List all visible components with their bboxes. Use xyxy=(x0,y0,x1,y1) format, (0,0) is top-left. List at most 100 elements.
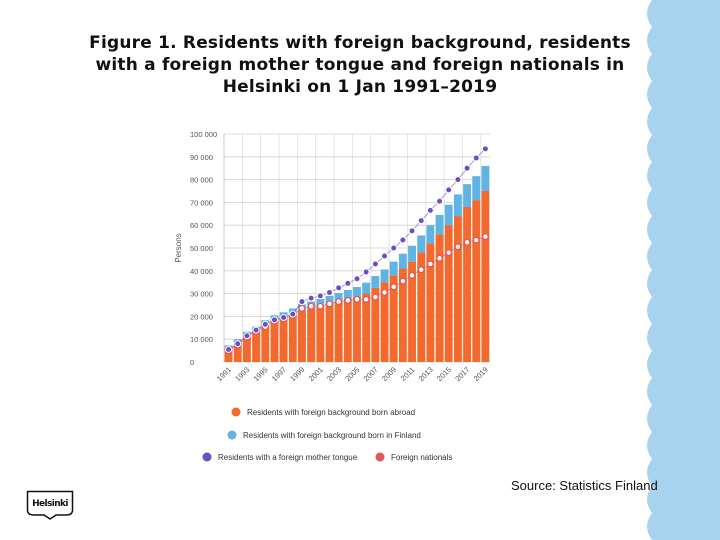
bar-born-abroad xyxy=(362,293,371,362)
point-mother-tongue xyxy=(408,227,416,235)
legend-label: Residents with foreign background born i… xyxy=(243,431,421,440)
title-line-2: with a foreign mother tongue and foreign… xyxy=(95,55,625,75)
point-mother-tongue xyxy=(234,340,242,348)
bar-born-in-finland xyxy=(334,292,343,302)
bar-born-in-finland xyxy=(472,176,481,201)
point-foreign-nationals xyxy=(454,243,462,251)
bar-born-abroad xyxy=(334,301,343,362)
bar-born-abroad xyxy=(417,252,426,362)
bar-born-abroad xyxy=(325,303,334,362)
point-mother-tongue xyxy=(280,314,288,322)
bar-born-abroad xyxy=(288,314,297,362)
point-mother-tongue xyxy=(344,279,352,287)
point-foreign-nationals xyxy=(472,236,480,244)
y-tick-label: 10 000 xyxy=(190,335,213,344)
point-mother-tongue xyxy=(307,294,315,302)
x-tick-label: 1999 xyxy=(288,365,306,383)
point-mother-tongue xyxy=(381,252,389,260)
point-foreign-nationals xyxy=(344,297,352,304)
bar-born-abroad xyxy=(252,330,261,362)
bar-born-in-finland xyxy=(426,225,435,244)
bar-born-in-finland xyxy=(453,194,462,217)
bar-born-abroad xyxy=(463,206,472,362)
bar-born-abroad xyxy=(261,324,270,362)
bar-born-abroad xyxy=(279,317,288,362)
point-mother-tongue xyxy=(353,275,361,283)
y-tick-label: 40 000 xyxy=(190,267,213,276)
bar-born-abroad xyxy=(316,306,325,362)
bar-born-abroad xyxy=(270,319,279,362)
x-tick-label: 2009 xyxy=(380,365,398,383)
point-mother-tongue xyxy=(436,197,444,205)
point-mother-tongue xyxy=(390,244,398,252)
point-foreign-nationals xyxy=(445,249,453,256)
bar-born-abroad xyxy=(298,310,306,362)
legend-label: Foreign nationals xyxy=(391,453,452,462)
y-tick-label: 100 000 xyxy=(190,130,217,139)
point-mother-tongue xyxy=(325,288,333,296)
bar-born-in-finland xyxy=(463,184,472,207)
x-tick-label: 1997 xyxy=(270,365,288,383)
bar-born-in-finland xyxy=(316,298,325,307)
legend-born-in-finland: Residents with foreign background born i… xyxy=(227,430,421,440)
point-foreign-nationals xyxy=(298,305,306,312)
point-foreign-nationals xyxy=(307,302,315,310)
bar-born-abroad xyxy=(353,297,361,362)
logo-text: Helsinki xyxy=(32,499,68,509)
legend-born-abroad: Residents with foreign background born a… xyxy=(231,407,415,417)
bar-born-abroad xyxy=(389,275,398,362)
bar-born-abroad xyxy=(398,268,407,362)
point-mother-tongue xyxy=(289,310,297,318)
legend-label: Residents with a foreign mother tongue xyxy=(218,453,358,462)
bar-born-abroad xyxy=(242,334,251,362)
y-tick-label: 0 xyxy=(190,358,194,367)
point-mother-tongue xyxy=(316,292,324,300)
bar-born-in-finland xyxy=(398,253,407,269)
bar-born-abroad xyxy=(426,243,435,362)
wave-edge-shape xyxy=(647,0,720,540)
y-tick-label: 60 000 xyxy=(190,221,213,230)
point-mother-tongue xyxy=(463,164,471,172)
y-tick-label: 30 000 xyxy=(190,290,213,299)
title-line-3: Helsinki on 1 Jan 1991–2019 xyxy=(222,77,498,97)
bar-born-in-finland xyxy=(380,269,389,283)
x-tick-label: 1991 xyxy=(215,365,233,383)
bar-born-abroad xyxy=(408,261,416,362)
x-tick-label: 2017 xyxy=(453,365,471,383)
x-tick-label: 2003 xyxy=(325,365,343,383)
point-mother-tongue xyxy=(225,345,233,353)
legend-mother-tongue: Residents with a foreign mother tongue xyxy=(202,452,358,462)
bar-born-abroad xyxy=(343,299,352,362)
point-mother-tongue xyxy=(399,236,407,244)
point-foreign-nationals xyxy=(417,266,425,274)
point-foreign-nationals xyxy=(463,238,471,246)
bar-born-abroad xyxy=(380,282,389,362)
point-mother-tongue xyxy=(426,206,434,214)
point-mother-tongue xyxy=(270,316,278,324)
x-tick-label: 2015 xyxy=(435,365,453,383)
legend-foreign-nationals: Foreign nationals xyxy=(375,452,452,462)
bar-born-abroad xyxy=(233,341,242,362)
bar-born-abroad xyxy=(453,216,462,362)
point-foreign-nationals xyxy=(371,293,379,301)
point-mother-tongue xyxy=(261,320,269,328)
legend-swatch xyxy=(202,452,212,462)
title-line-1: Figure 1. Residents with foreign backgro… xyxy=(89,33,631,53)
x-tick-label: 2005 xyxy=(343,365,361,383)
bar-born-in-finland xyxy=(408,245,416,262)
y-tick-label: 20 000 xyxy=(190,312,213,321)
point-mother-tongue xyxy=(417,217,425,225)
bar-born-in-finland xyxy=(444,204,453,226)
point-mother-tongue xyxy=(252,326,260,334)
figure-title: Figure 1. Residents with foreign backgro… xyxy=(40,32,680,98)
point-foreign-nationals xyxy=(381,289,388,296)
legend-label: Residents with foreign background born a… xyxy=(247,408,415,417)
bar-born-abroad xyxy=(435,234,444,362)
point-foreign-nationals xyxy=(335,298,343,305)
bar-born-in-finland xyxy=(481,165,490,191)
point-foreign-nationals xyxy=(326,300,333,308)
y-axis-label: Persons xyxy=(174,233,183,262)
bar-born-in-finland xyxy=(435,214,444,235)
bar-born-in-finland xyxy=(362,282,371,294)
